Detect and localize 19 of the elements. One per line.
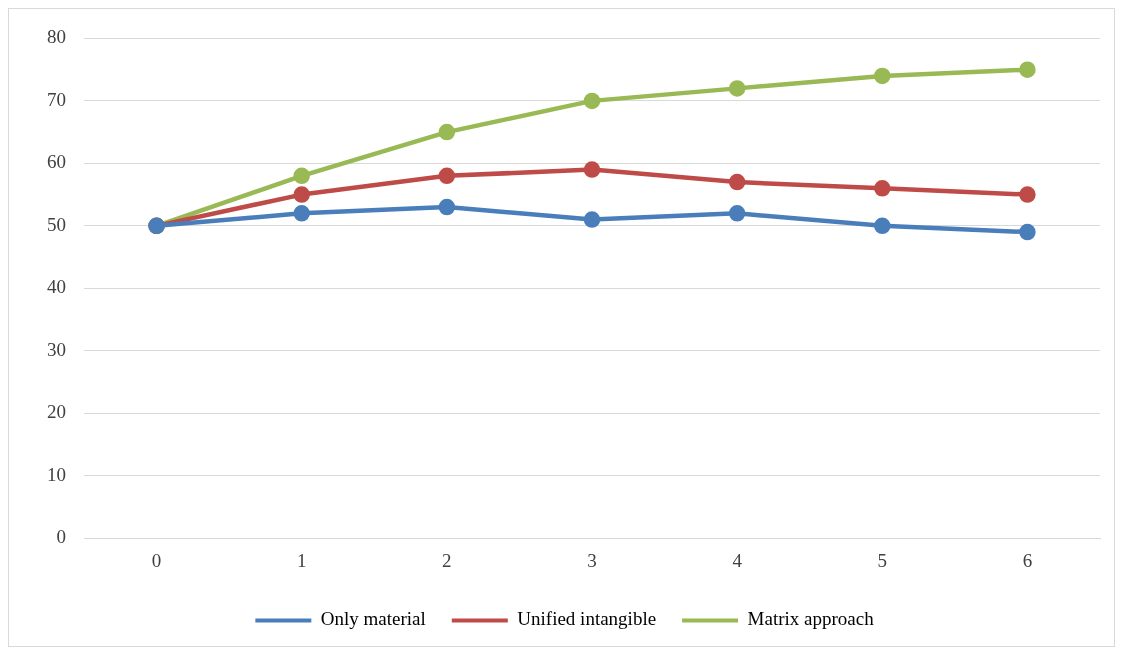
x-tick-label: 2 [442,549,452,571]
y-tick-label: 80 [47,26,66,48]
y-tick-label: 50 [47,213,66,235]
y-tick-label: 30 [47,338,66,360]
x-tick-label: 3 [587,549,597,571]
y-tick-label: 10 [47,463,66,485]
x-tick-label: 5 [877,549,888,571]
x-tick-label: 6 [1022,549,1033,571]
y-tick-label: 60 [47,151,66,173]
x-tick-label: 0 [151,549,162,571]
y-tick-label: 40 [47,276,66,298]
x-tick-label: 4 [732,549,743,571]
y-tick-label: 70 [47,88,66,110]
legend-label: Matrix approach [747,608,875,630]
legend-label: Only material [320,608,426,630]
y-tick-label: 0 [56,526,66,548]
legend-label: Unified intangible [517,608,657,630]
y-tick-label: 20 [47,401,66,423]
x-tick-label: 1 [296,549,307,571]
